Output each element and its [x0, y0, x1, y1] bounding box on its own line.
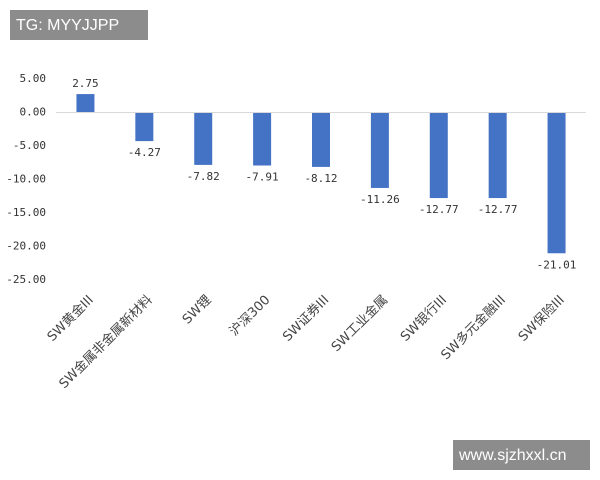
y-tick-label: -5.00 [13, 139, 46, 152]
watermark: www.sjzhxxl.cn [458, 447, 567, 464]
x-tick-label: SW保险III [516, 293, 568, 345]
data-label: -4.27 [128, 146, 161, 159]
data-label: -7.82 [187, 170, 220, 183]
x-tick-label: SW工业金属 [328, 292, 391, 355]
y-tick-label: -20.00 [6, 240, 46, 253]
data-label: 2.75 [72, 77, 99, 90]
watermark: TG: MYYJJPP [16, 17, 119, 34]
y-tick-label: -25.00 [6, 273, 46, 286]
bar [135, 112, 154, 142]
bar [547, 112, 566, 254]
data-label: -8.12 [304, 172, 337, 185]
bar [76, 94, 95, 113]
watermark-box [453, 440, 590, 470]
data-label: -12.77 [419, 203, 459, 216]
y-tick-label: -10.00 [6, 173, 46, 186]
x-tick-label: SW银行III [398, 293, 450, 345]
y-tick-label: -15.00 [6, 206, 46, 219]
data-label: -11.26 [360, 193, 400, 206]
y-tick-label: 0.00 [20, 106, 47, 119]
bar [370, 112, 389, 188]
y-tick-label: 5.00 [20, 72, 47, 85]
x-tick-label: SW证券III [280, 292, 333, 345]
x-tick-label: 沪深300 [226, 292, 273, 339]
data-label: -12.77 [478, 203, 518, 216]
bar [194, 112, 213, 165]
bar [429, 112, 448, 199]
data-label: -21.01 [537, 258, 577, 271]
bar [488, 112, 507, 199]
watermark-box [10, 10, 148, 40]
x-tick-label: SW锂 [180, 293, 215, 328]
bar [312, 112, 330, 167]
data-label: -7.91 [246, 170, 279, 183]
x-tick-label: SW黄金III [44, 292, 97, 345]
bar [253, 112, 272, 166]
